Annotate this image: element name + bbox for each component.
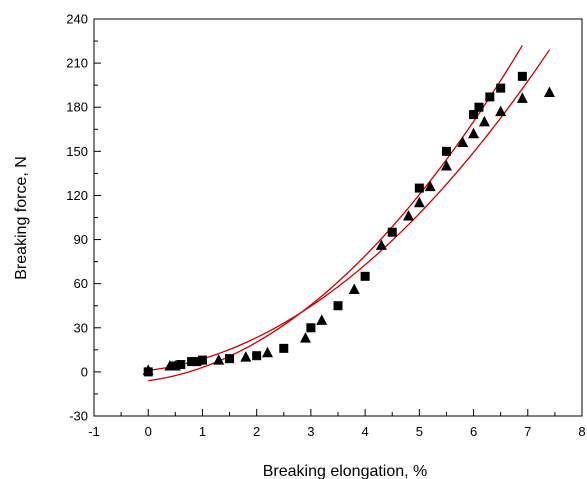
x-tick-label: 3: [307, 424, 314, 439]
y-tick-label: 240: [66, 12, 88, 27]
x-tick-label: 8: [578, 424, 585, 439]
data-point-triangle: [348, 283, 360, 295]
data-point-square: [474, 102, 484, 112]
data-point-triangle: [516, 92, 528, 103]
y-tick-label: 0: [81, 364, 88, 379]
fit-curves: [148, 45, 551, 382]
data-point-triangle: [495, 105, 507, 117]
data-point-triangle: [478, 115, 490, 127]
x-tick-label: 5: [416, 424, 423, 439]
data-point-square: [441, 146, 451, 156]
x-tick-label: -1: [88, 424, 100, 439]
data-point-square: [414, 183, 424, 193]
data-points: [142, 71, 555, 377]
data-point-square: [192, 357, 202, 367]
y-tick-label: 120: [66, 188, 88, 203]
x-tick-label: 0: [145, 424, 152, 439]
y-tick-label: 180: [66, 100, 88, 115]
y-tick-label: 210: [66, 56, 88, 71]
data-point-triangle: [468, 127, 480, 139]
data-point-square: [252, 351, 262, 361]
data-point-triangle: [142, 364, 154, 375]
y-tick-label: 30: [74, 320, 88, 335]
data-point-square: [279, 343, 289, 353]
fit-curve: [148, 49, 551, 372]
data-point-triangle: [424, 180, 436, 192]
data-point-square: [496, 83, 506, 93]
data-point-square: [333, 301, 343, 311]
data-point-triangle: [240, 351, 252, 362]
data-point-triangle: [375, 239, 387, 250]
fit-curve: [148, 45, 523, 382]
data-point-triangle: [543, 86, 555, 98]
data-point-square: [225, 354, 235, 364]
x-tick-label: 6: [470, 424, 477, 439]
x-axis-title: Breaking elongation, %: [263, 463, 428, 479]
y-tick-label: 60: [74, 276, 88, 291]
x-tick-label: 1: [199, 424, 206, 439]
x-tick-label: 7: [524, 424, 531, 439]
x-axis: -1 0 1 2 3 4 5 6 7 8: [88, 409, 586, 439]
data-point-triangle: [413, 196, 425, 208]
plot-frame: [93, 18, 583, 417]
y-axis: -30 0 30 60 90 120 150 180 210 240: [66, 12, 101, 424]
data-point-triangle: [440, 160, 452, 171]
data-point-square: [360, 271, 370, 281]
data-point-triangle: [213, 354, 225, 365]
x-tick-label: 2: [253, 424, 260, 439]
data-point-square: [517, 71, 527, 81]
y-tick-label: 90: [74, 232, 88, 247]
data-point-triangle: [457, 136, 469, 148]
data-point-square: [306, 323, 316, 333]
data-point-square: [187, 357, 197, 367]
data-point-square: [469, 110, 479, 120]
x-tick-label: 4: [361, 424, 368, 439]
data-point-triangle: [262, 346, 274, 358]
data-point-square: [176, 360, 186, 370]
data-point-triangle: [316, 314, 328, 325]
y-tick-label: 150: [66, 144, 88, 159]
y-tick-label: -30: [69, 409, 88, 424]
data-point-square: [197, 355, 207, 365]
data-point-square: [485, 92, 495, 102]
data-point-triangle: [169, 360, 181, 371]
y-axis-title: Breaking force, N: [13, 156, 30, 280]
data-point-triangle: [299, 332, 311, 343]
data-point-triangle: [402, 210, 414, 221]
data-point-square: [387, 227, 397, 237]
